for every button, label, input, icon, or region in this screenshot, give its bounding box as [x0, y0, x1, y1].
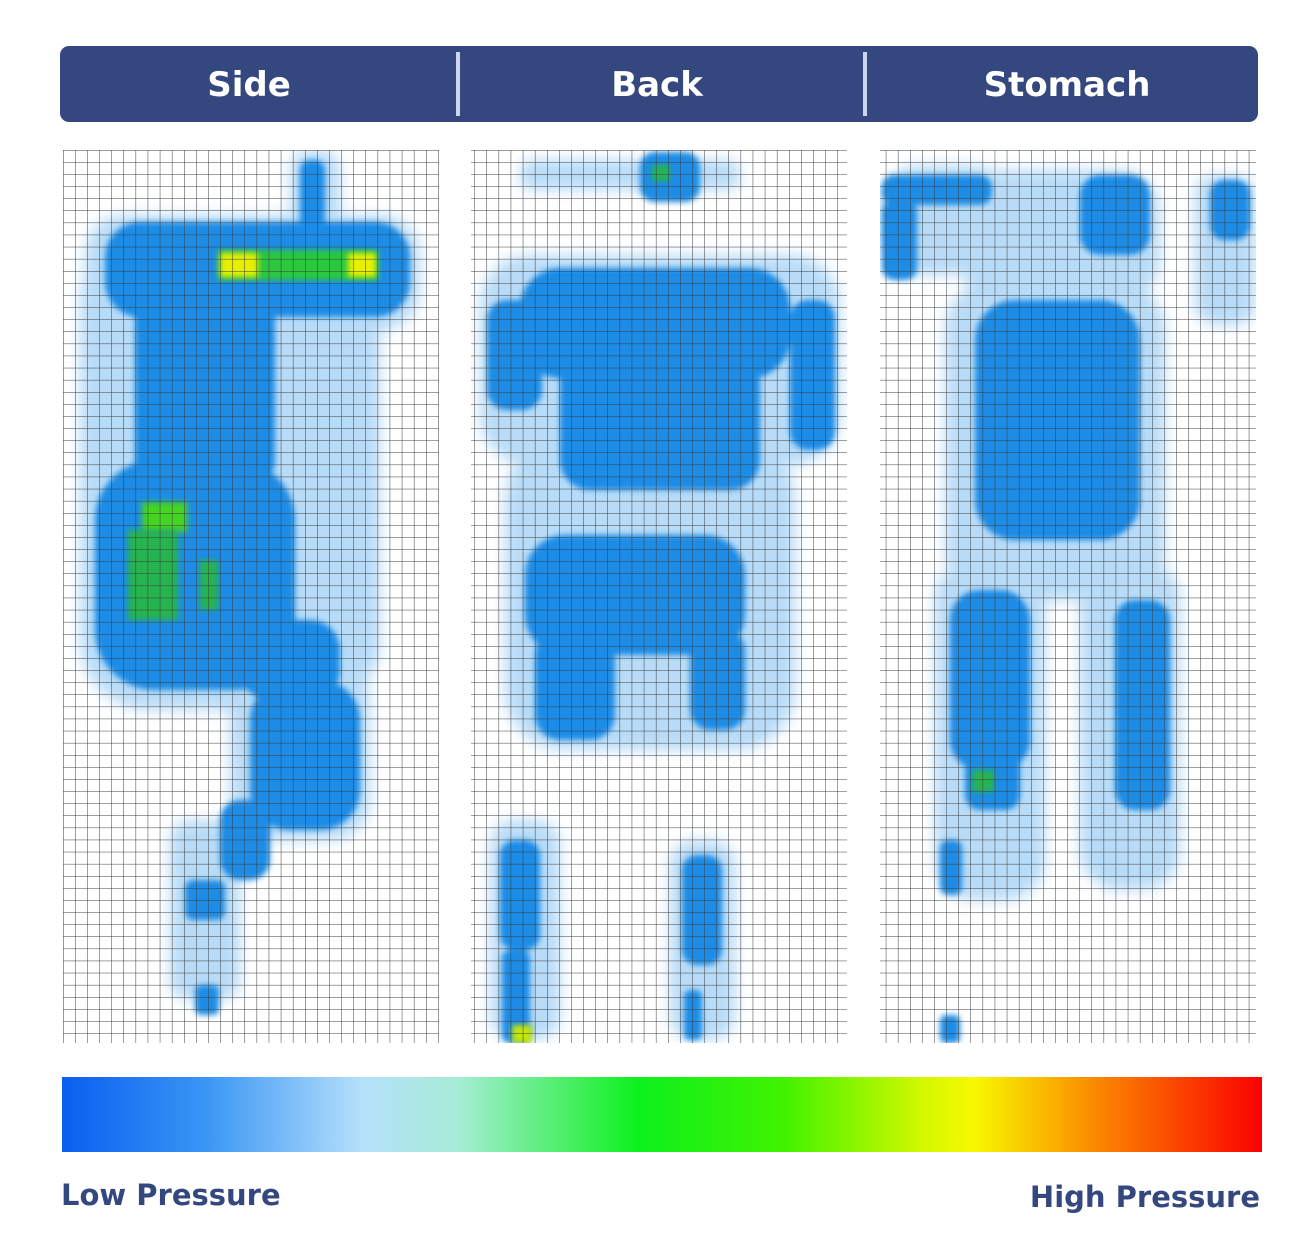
tab-label: Side [207, 65, 291, 105]
back-pressure-map [471, 150, 847, 1043]
legend-label: High Pressure [1030, 1180, 1260, 1214]
tab-label: Back [611, 65, 704, 105]
stomach-pressure-map [880, 150, 1256, 1043]
pressure-color-scale [62, 1077, 1262, 1152]
side-pressure-map [63, 150, 439, 1043]
header-bar [60, 46, 1258, 122]
tab-label: Stomach [984, 65, 1151, 105]
legend-label: Low Pressure [61, 1178, 281, 1212]
